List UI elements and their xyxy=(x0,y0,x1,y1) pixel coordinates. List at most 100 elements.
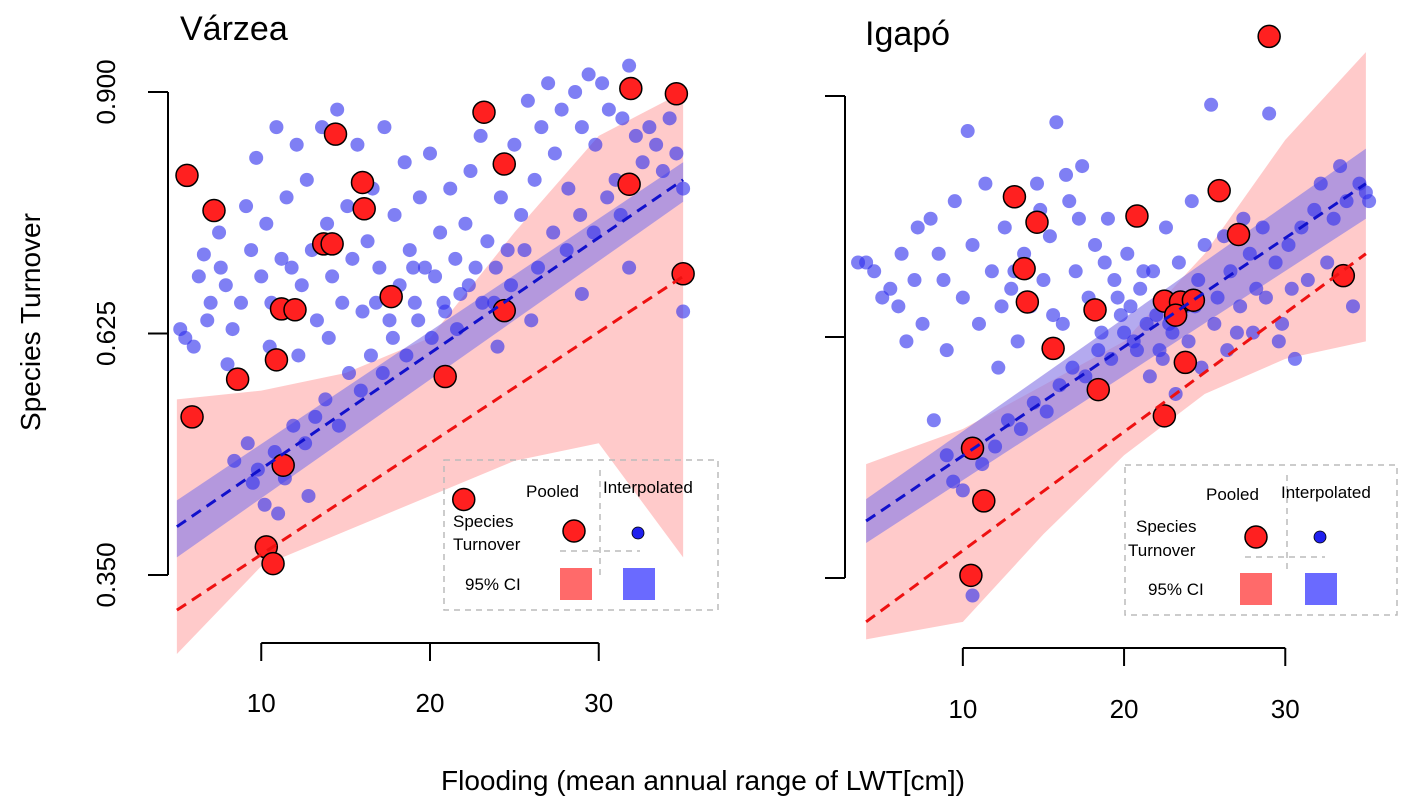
interpolated-point xyxy=(1284,281,1299,296)
interpolated-point xyxy=(655,164,670,179)
pooled-point xyxy=(261,551,285,576)
interpolated-point xyxy=(1320,255,1335,270)
interpolated-point xyxy=(595,76,610,91)
y-tick-label: 0.900 xyxy=(91,59,121,124)
interpolated-point xyxy=(1258,290,1273,305)
interpolated-point xyxy=(271,506,286,521)
pooled-fit-line xyxy=(865,252,1367,624)
interpolated-point xyxy=(1210,290,1225,305)
interpolated-point xyxy=(320,216,335,231)
pooled-point xyxy=(1012,256,1036,281)
x-tick-label: 10 xyxy=(247,688,276,718)
interpolated-point xyxy=(1233,299,1248,314)
interpolated-point xyxy=(600,190,615,205)
interpolated-point xyxy=(965,237,980,252)
interpolated-point xyxy=(1000,413,1015,428)
interpolated-point xyxy=(622,58,637,73)
interpolated-point xyxy=(443,181,458,196)
interpolated-point xyxy=(910,220,925,235)
panel-igapo: Igapó 10 20 30 Pooled Interpolated Species… xyxy=(825,15,1398,724)
interpolated-point xyxy=(988,439,1003,454)
interpolated-point xyxy=(991,360,1006,375)
interpolated-point xyxy=(1094,325,1109,340)
interpolated-point xyxy=(178,330,193,345)
pooled-point xyxy=(433,364,457,389)
panel-title: Várzea xyxy=(180,10,288,48)
pooled-point xyxy=(225,367,250,391)
fit-lines xyxy=(865,182,1367,624)
legend-interpolated-label: Interpolated xyxy=(603,478,693,497)
interpolated-point xyxy=(355,304,370,319)
interpolated-point xyxy=(960,124,975,139)
interpolated-point xyxy=(240,436,255,451)
interpolated-point xyxy=(331,418,346,433)
pooled-point xyxy=(1173,350,1198,375)
interpolated-point xyxy=(586,225,601,240)
interpolated-point xyxy=(1088,237,1103,252)
interpolated-point xyxy=(1223,264,1238,279)
interpolated-point xyxy=(1275,316,1290,331)
legend-interpolated-label: Interpolated xyxy=(1281,483,1371,502)
x-tick-label: 10 xyxy=(948,694,977,724)
interpolated-point xyxy=(574,286,589,301)
interpolated-point xyxy=(294,278,309,293)
interpolated-point xyxy=(1246,325,1261,340)
interpolated-point xyxy=(1220,343,1235,358)
pooled-point xyxy=(1331,263,1356,288)
interpolated-point xyxy=(1333,159,1348,174)
interpolated-point xyxy=(345,251,360,266)
interpolated-point xyxy=(676,304,691,319)
legend-pooled-ci-swatch xyxy=(560,568,592,600)
interpolated-point xyxy=(234,295,248,310)
interpolated-point xyxy=(1078,369,1093,384)
interpolated-point xyxy=(1268,255,1283,270)
interpolated-point xyxy=(1287,351,1302,366)
interpolated-point xyxy=(541,76,556,91)
interpolated-point xyxy=(1017,246,1032,261)
interpolated-point xyxy=(1110,290,1125,305)
interpolated-point xyxy=(1046,308,1061,323)
ci-bands xyxy=(866,52,1366,640)
interpolated-point xyxy=(554,102,569,117)
interpolated-point xyxy=(1068,264,1083,279)
interpolated-point xyxy=(601,102,616,117)
legend-turnover-label: Turnover xyxy=(1128,541,1196,560)
interpolated-point xyxy=(399,348,414,363)
interpolated-point xyxy=(387,207,402,222)
interpolated-point xyxy=(453,286,468,301)
interpolated-point xyxy=(463,164,478,179)
interpolated-point xyxy=(299,172,314,187)
data-points xyxy=(851,24,1377,603)
interpolated-point xyxy=(1036,273,1051,288)
x-tick-label: 30 xyxy=(584,688,613,718)
interpolated-point xyxy=(622,260,637,275)
legend-turnover-label: Species xyxy=(453,512,513,531)
interpolated-point xyxy=(1071,211,1086,226)
interpolated-point xyxy=(186,339,201,354)
interpolated-point xyxy=(1255,220,1270,235)
interpolated-point xyxy=(947,194,962,209)
interpolated-point xyxy=(994,299,1009,314)
interpolated-point xyxy=(436,295,451,310)
interpolated-point xyxy=(946,474,961,489)
pooled-point xyxy=(972,489,996,513)
interpolated-point xyxy=(1013,422,1028,437)
legend-frame xyxy=(443,459,719,611)
interpolated-point xyxy=(649,137,664,152)
interpolated-point xyxy=(308,409,323,424)
interpolated-point xyxy=(212,225,227,240)
interpolated-point xyxy=(915,316,930,331)
pooled-point xyxy=(202,198,226,223)
interpolated-point xyxy=(936,273,951,288)
interpolated-point xyxy=(254,269,269,284)
x-tick-label: 20 xyxy=(416,688,445,718)
interpolated-point xyxy=(227,453,242,468)
interpolated-point xyxy=(249,150,264,165)
interpolated-point xyxy=(218,278,233,293)
interpolated-point xyxy=(1004,281,1019,296)
pooled-point xyxy=(175,163,199,188)
interpolated-point xyxy=(191,269,206,284)
interpolated-point xyxy=(360,234,375,249)
legend-pooled-label: Pooled xyxy=(526,482,579,501)
interpolated-point xyxy=(520,93,535,108)
